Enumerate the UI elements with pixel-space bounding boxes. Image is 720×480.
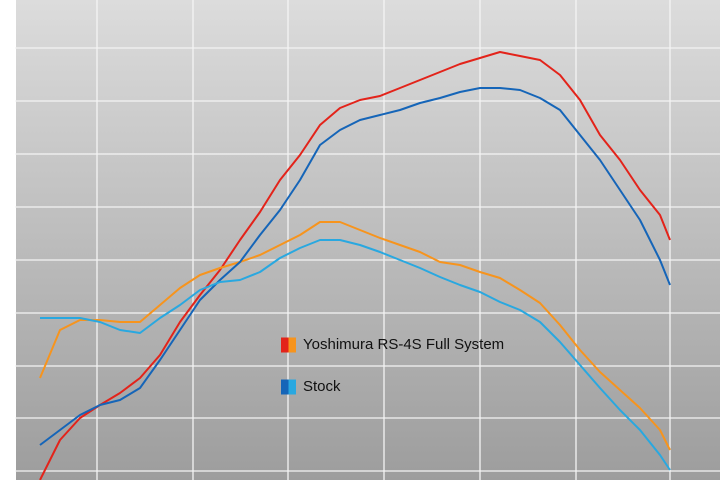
legend-swatch: [281, 337, 289, 353]
plot-background: [16, 0, 720, 480]
legend-swatch: [281, 379, 289, 395]
curve: [40, 239, 671, 471]
lines: [39, 51, 671, 480]
legend-label: Yoshimura RS-4S Full System: [303, 336, 504, 353]
grid: [15, 0, 720, 480]
curve: [39, 51, 671, 480]
curve: [39, 87, 671, 446]
legend-swatch: [288, 379, 296, 395]
legend-label: Stock: [303, 378, 341, 395]
curve: [39, 221, 671, 451]
legend: Yoshimura RS-4S Full System Stock: [281, 336, 504, 395]
legend-swatch: [288, 337, 296, 353]
